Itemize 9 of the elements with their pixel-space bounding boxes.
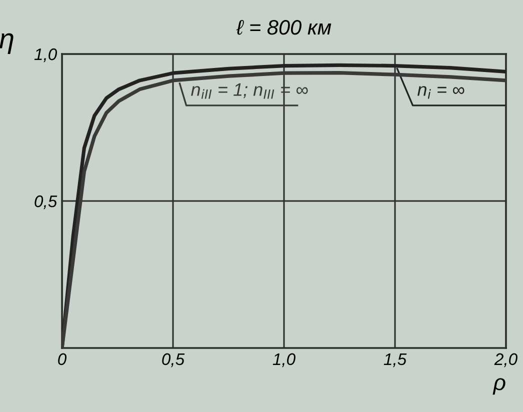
chart-title: ℓ = 800 км bbox=[236, 20, 332, 35]
x-tick-label: 0 bbox=[58, 353, 66, 366]
x-tick-label: 2,0 bbox=[494, 353, 518, 368]
series-label: n$_{i}$ = ∞ bbox=[418, 86, 464, 99]
y-axis-title: η bbox=[0, 33, 14, 54]
x-tick-label: 1,5 bbox=[384, 353, 407, 368]
x-tick-label: 1,0 bbox=[272, 353, 296, 368]
x-axis-title: ρ bbox=[492, 378, 506, 395]
x-tick-label: 0,5 bbox=[162, 353, 185, 368]
